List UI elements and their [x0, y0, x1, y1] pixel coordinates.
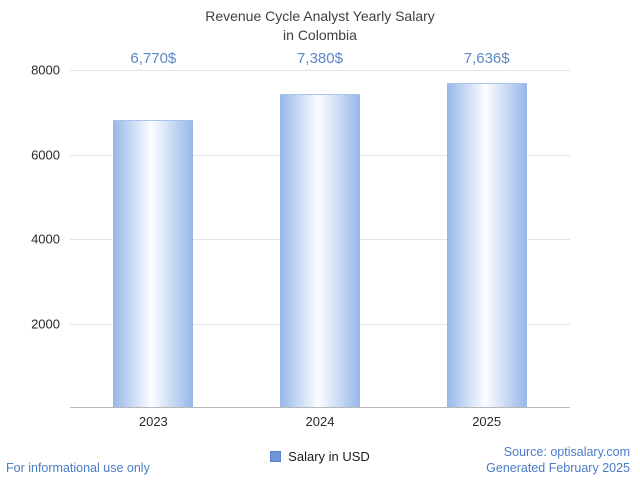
chart-title-line2: in Colombia	[283, 26, 357, 43]
y-tick-label: 2000	[31, 316, 60, 331]
bar-2023	[113, 119, 194, 407]
bar-value-labels: 6,770$ 7,380$ 7,636$	[70, 50, 570, 72]
y-tick-label: 4000	[31, 231, 60, 247]
bar-2025	[446, 83, 527, 407]
bar-value-label: 7,636$	[463, 50, 510, 67]
legend-swatch-icon	[270, 451, 282, 462]
bar-value-label: 7,380$	[297, 50, 343, 67]
plot-area: 2000 4000 6000 8000	[31, 63, 570, 408]
legend-item[interactable]: Salary in USD	[0, 449, 640, 464]
chart-title: Revenue Cycle Analyst Yearly Salary in C…	[0, 7, 640, 45]
generated-text: Generated February 2025	[486, 460, 630, 475]
disclaimer-text: For informational use only	[6, 461, 150, 475]
bar-value-label: 6,770$	[130, 50, 177, 67]
x-axis-line	[70, 407, 570, 408]
source-block: Source: optisalary.com Generated Februar…	[486, 444, 630, 477]
x-axis-labels: 2023 2024 2025	[70, 414, 570, 432]
x-tick-label: 2024	[305, 414, 335, 429]
source-link[interactable]: Source: optisalary.com	[503, 444, 630, 459]
gridline	[70, 70, 570, 71]
bar-2024	[280, 94, 360, 407]
y-tick-label: 6000	[31, 147, 60, 162]
x-tick-label: 2023	[138, 414, 168, 429]
x-tick-label: 2025	[472, 414, 502, 429]
legend-label: Salary in USD	[288, 449, 370, 464]
y-tick-label: 8000	[31, 62, 60, 78]
chart-title-line1: Revenue Cycle Analyst Yearly Salary	[205, 8, 435, 24]
